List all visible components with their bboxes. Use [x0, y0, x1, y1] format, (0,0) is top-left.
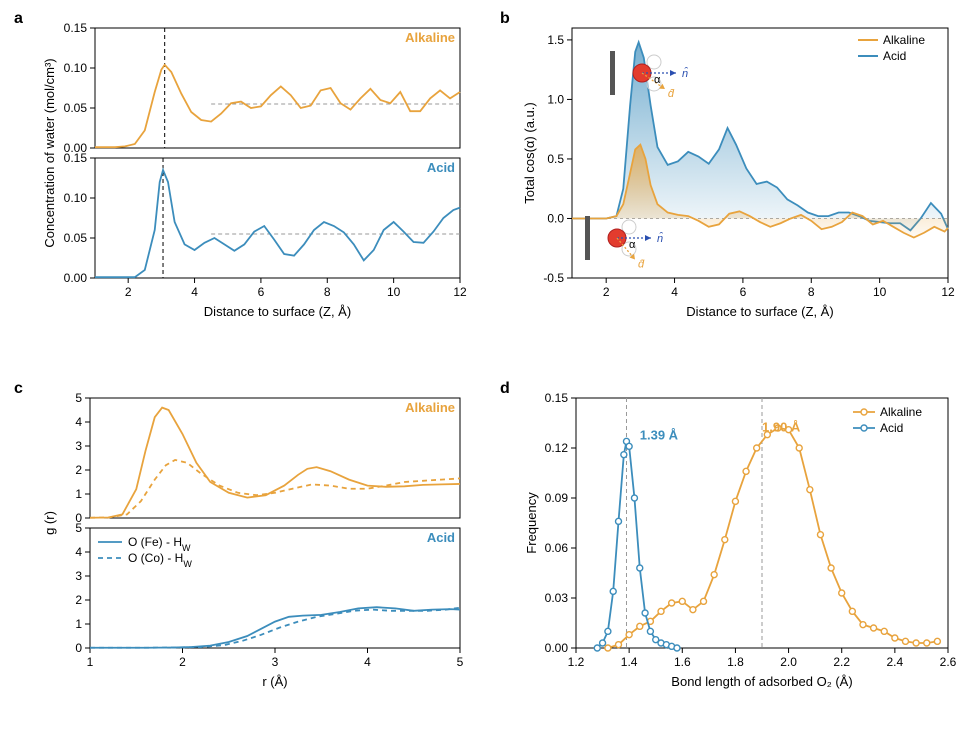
svg-text:d̂: d̂: [668, 88, 675, 100]
svg-text:10: 10: [387, 285, 401, 299]
svg-text:0.15: 0.15: [64, 151, 88, 165]
svg-text:2: 2: [179, 655, 186, 669]
svg-text:6: 6: [740, 285, 747, 299]
svg-text:n̂: n̂: [682, 66, 688, 80]
svg-text:d̂: d̂: [638, 258, 645, 270]
svg-text:2.2: 2.2: [833, 655, 850, 669]
svg-text:2.4: 2.4: [887, 655, 904, 669]
panel-a-label: a: [14, 10, 23, 28]
svg-text:0.09: 0.09: [545, 491, 569, 505]
panel-d-label: d: [500, 380, 510, 398]
svg-text:Total cos(α) (a.u.): Total cos(α) (a.u.): [522, 102, 537, 203]
svg-text:3: 3: [272, 655, 279, 669]
svg-text:0.06: 0.06: [545, 541, 569, 555]
svg-text:g (r): g (r): [42, 511, 57, 535]
svg-text:2: 2: [125, 285, 132, 299]
panel-c-label: c: [14, 380, 23, 398]
panel-c-chart: g (r)012345Alkaline01234512345r (Å)AcidO…: [40, 388, 470, 708]
svg-text:n̂: n̂: [657, 231, 663, 245]
svg-text:Acid: Acid: [883, 49, 906, 63]
svg-text:O (Co) - HW: O (Co) - HW: [128, 551, 192, 569]
svg-text:8: 8: [324, 285, 331, 299]
svg-text:1: 1: [75, 617, 82, 631]
svg-text:5: 5: [457, 655, 464, 669]
svg-text:2.6: 2.6: [940, 655, 957, 669]
svg-text:2: 2: [603, 285, 610, 299]
svg-text:α: α: [629, 239, 636, 251]
svg-text:r (Å): r (Å): [262, 674, 287, 689]
svg-text:0.12: 0.12: [545, 441, 569, 455]
svg-text:0.00: 0.00: [64, 271, 88, 285]
svg-text:5: 5: [75, 521, 82, 535]
svg-text:0.15: 0.15: [545, 391, 569, 405]
panel-d-chart: 0.00 0.03 0.06 0.09 0.12 0.15 Frequency 1.2 1.4 1…: [520, 388, 960, 708]
svg-text:10: 10: [873, 285, 887, 299]
svg-text:Frequency: Frequency: [524, 492, 539, 554]
svg-text:5: 5: [75, 391, 82, 405]
svg-text:Alkaline: Alkaline: [405, 30, 455, 45]
svg-text:4: 4: [364, 655, 371, 669]
svg-text:Alkaline: Alkaline: [405, 400, 455, 415]
svg-text:0.05: 0.05: [64, 231, 88, 245]
panel-a-chart: Concentration of water (mol/cm³) 0.00 0.05…: [40, 18, 470, 338]
svg-text:Alkaline: Alkaline: [880, 405, 922, 419]
svg-text:1.6: 1.6: [674, 655, 691, 669]
svg-text:0.10: 0.10: [64, 191, 88, 205]
svg-text:1.0: 1.0: [547, 92, 564, 106]
svg-text:0.05: 0.05: [64, 101, 88, 115]
svg-text:1: 1: [87, 655, 94, 669]
figure-root: a Concentration of water (mol/cm³)0.000.…: [0, 0, 973, 737]
svg-text:1.39 Å: 1.39 Å: [640, 428, 679, 443]
svg-text:1: 1: [75, 487, 82, 501]
svg-text:Acid: Acid: [880, 421, 903, 435]
svg-text:1.4: 1.4: [621, 655, 638, 669]
svg-text:Acid: Acid: [427, 530, 455, 545]
svg-text:6: 6: [258, 285, 265, 299]
svg-text:0.0: 0.0: [547, 211, 564, 225]
svg-text:2: 2: [75, 593, 82, 607]
svg-text:4: 4: [191, 285, 198, 299]
panel-b-label: b: [500, 10, 510, 28]
svg-text:0.5: 0.5: [547, 152, 564, 166]
svg-text:α: α: [654, 74, 661, 86]
svg-text:3: 3: [75, 439, 82, 453]
svg-text:0: 0: [75, 641, 82, 655]
svg-text:1.5: 1.5: [547, 33, 564, 47]
svg-text:Concentration of water (mol/cm: Concentration of water (mol/cm³): [42, 58, 57, 247]
svg-text:8: 8: [808, 285, 815, 299]
svg-text:Bond length of adsorbed O₂ (Å): Bond length of adsorbed O₂ (Å): [671, 674, 852, 689]
svg-text:0.03: 0.03: [545, 591, 569, 605]
svg-text:Alkaline: Alkaline: [883, 33, 925, 47]
svg-text:0.15: 0.15: [64, 21, 88, 35]
svg-text:3: 3: [75, 569, 82, 583]
panel-b-chart: -0.5 0.0 0.5 1.0 1.5 Total cos(α) (a.u.) 2 4 6 8 1…: [520, 18, 960, 338]
svg-text:4: 4: [75, 545, 82, 559]
svg-text:2: 2: [75, 463, 82, 477]
svg-text:0.00: 0.00: [545, 641, 569, 655]
svg-text:12: 12: [453, 285, 467, 299]
svg-text:-0.5: -0.5: [543, 271, 564, 285]
svg-text:Distance to surface (Z, Å): Distance to surface (Z, Å): [686, 304, 833, 319]
svg-text:1.8: 1.8: [727, 655, 744, 669]
svg-text:2.0: 2.0: [780, 655, 797, 669]
svg-text:12: 12: [941, 285, 955, 299]
svg-text:Acid: Acid: [427, 160, 455, 175]
svg-text:1.2: 1.2: [568, 655, 585, 669]
svg-text:Distance to surface (Z, Å): Distance to surface (Z, Å): [204, 304, 351, 319]
svg-text:4: 4: [75, 415, 82, 429]
svg-text:1.90 Å: 1.90 Å: [762, 419, 801, 434]
svg-text:4: 4: [671, 285, 678, 299]
svg-text:0.10: 0.10: [64, 61, 88, 75]
